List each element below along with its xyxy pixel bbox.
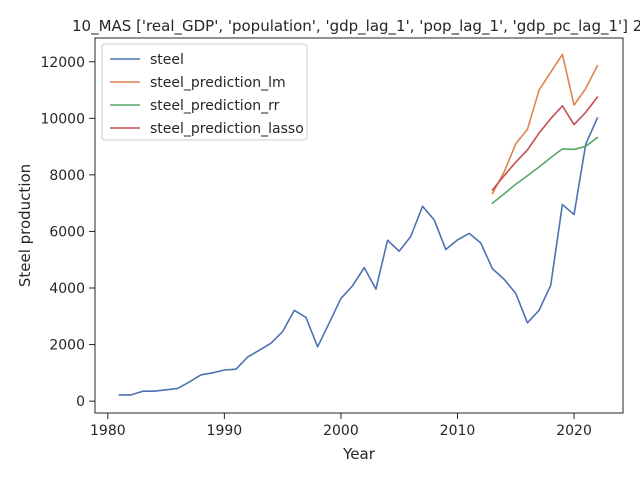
legend-box — [101, 43, 308, 141]
x-tick-label: 2010 — [440, 423, 476, 439]
series-line-steel — [118, 116, 599, 396]
legend-entry: steel_prediction_lm — [150, 75, 286, 91]
x-tick-label: 2020 — [556, 423, 592, 439]
y-tick-label: 0 — [76, 394, 85, 410]
series-line-steel-prediction-lm — [491, 53, 599, 195]
series-line-steel-prediction-lasso — [491, 95, 599, 191]
x-tick-label: 1990 — [207, 423, 243, 439]
series-line-steel-prediction-rr — [491, 136, 599, 205]
x-tick-label: 1980 — [90, 423, 126, 439]
plot-frame — [94, 37, 624, 414]
legend: steel steel_prediction_lm steel_prediction… — [101, 43, 308, 141]
y-axis: 0 2000 4000 6000 8000 10000 12000 — [40, 55, 95, 410]
legend-entry: steel — [150, 52, 184, 68]
y-tick-label: 12000 — [40, 55, 85, 71]
chart-title: 10_MAS ['real_GDP', 'population', 'gdp_l… — [72, 17, 640, 36]
legend-entry: steel_prediction_lasso — [150, 121, 304, 137]
y-tick-label: 10000 — [40, 111, 85, 127]
y-axis-label: Steel production — [16, 164, 34, 287]
plot-area — [118, 53, 599, 396]
x-axis-label: Year — [342, 445, 376, 463]
y-tick-label: 2000 — [49, 338, 85, 354]
y-tick-label: 4000 — [49, 281, 85, 297]
x-tick-label: 2000 — [323, 423, 359, 439]
x-axis: 1980 1990 2000 2010 2020 — [90, 413, 592, 439]
y-tick-label: 8000 — [49, 168, 85, 184]
legend-entry: steel_prediction_rr — [150, 98, 280, 114]
y-tick-label: 6000 — [49, 224, 85, 240]
